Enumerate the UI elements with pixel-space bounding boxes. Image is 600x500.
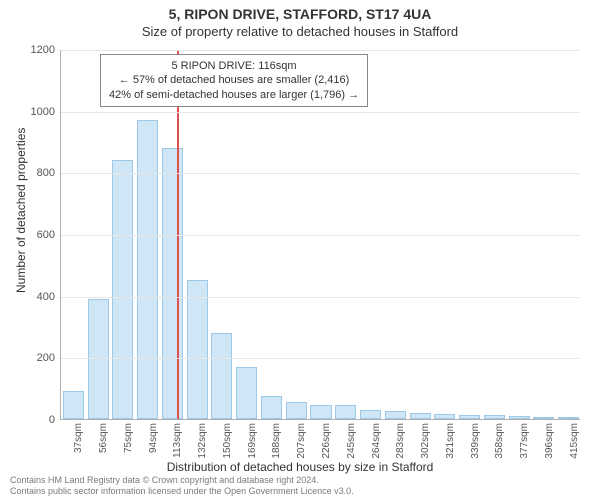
footnote: Contains HM Land Registry data © Crown c… (10, 475, 354, 497)
y-tick-label: 800 (15, 167, 61, 179)
x-tick-label: 321sqm (445, 423, 456, 459)
y-tick-label: 0 (15, 414, 61, 426)
y-tick-label: 600 (15, 229, 61, 241)
y-axis-label: Number of detached properties (14, 128, 28, 293)
x-tick-label: 415sqm (569, 423, 580, 459)
x-tick-label: 56sqm (98, 423, 109, 453)
histogram-bar (558, 417, 579, 419)
annotation-line-2: ← 57% of detached houses are smaller (2,… (109, 73, 359, 87)
histogram-bar (410, 413, 431, 419)
x-tick-label: 188sqm (271, 423, 282, 459)
grid-line (61, 297, 580, 298)
histogram-bar (509, 416, 530, 419)
y-tick-label: 1200 (15, 44, 61, 56)
grid-line (61, 235, 580, 236)
x-tick-label: 396sqm (544, 423, 555, 459)
histogram-bar (211, 333, 232, 419)
histogram-bar (434, 414, 455, 419)
grid-line (61, 50, 580, 51)
footnote-line-2: Contains public sector information licen… (10, 486, 354, 497)
x-tick-label: 302sqm (420, 423, 431, 459)
x-tick-label: 113sqm (172, 423, 183, 458)
chart-title-main: 5, RIPON DRIVE, STAFFORD, ST17 4UA (0, 6, 600, 22)
annotation-line-3: 42% of semi-detached houses are larger (… (109, 88, 359, 102)
x-tick-label: 169sqm (247, 423, 258, 459)
annotation-line-1: 5 RIPON DRIVE: 116sqm (109, 59, 359, 73)
x-tick-label: 75sqm (123, 423, 134, 453)
histogram-bar (261, 396, 282, 419)
x-tick-label: 264sqm (371, 423, 382, 459)
x-tick-label: 150sqm (222, 423, 233, 459)
x-tick-label: 37sqm (73, 423, 84, 453)
x-tick-label: 207sqm (296, 423, 307, 459)
annotation-box: 5 RIPON DRIVE: 116sqm ← 57% of detached … (100, 54, 368, 107)
histogram-bar (162, 148, 183, 419)
histogram-bar (187, 280, 208, 419)
chart-container: 5, RIPON DRIVE, STAFFORD, ST17 4UA Size … (0, 0, 600, 500)
x-tick-label: 245sqm (346, 423, 357, 459)
histogram-bar (236, 367, 257, 419)
histogram-bar (459, 415, 480, 419)
y-tick-label: 200 (15, 352, 61, 364)
histogram-bar (533, 417, 554, 419)
grid-line (61, 173, 580, 174)
grid-line (61, 112, 580, 113)
chart-title-sub: Size of property relative to detached ho… (0, 24, 600, 39)
x-tick-label: 94sqm (148, 423, 159, 453)
x-tick-label: 132sqm (197, 423, 208, 459)
histogram-bar (385, 411, 406, 419)
x-tick-label: 226sqm (321, 423, 332, 459)
x-tick-label: 358sqm (494, 423, 505, 459)
histogram-bar (484, 415, 505, 419)
histogram-bar (310, 405, 331, 419)
histogram-bar (112, 160, 133, 419)
footnote-line-1: Contains HM Land Registry data © Crown c… (10, 475, 354, 486)
x-axis-label: Distribution of detached houses by size … (0, 460, 600, 474)
grid-line (61, 358, 580, 359)
x-tick-label: 339sqm (470, 423, 481, 459)
y-tick-label: 400 (15, 291, 61, 303)
y-tick-label: 1000 (15, 106, 61, 118)
histogram-bar (286, 402, 307, 419)
histogram-bar (63, 391, 84, 419)
histogram-bar (360, 410, 381, 419)
histogram-bar (335, 405, 356, 419)
x-tick-label: 377sqm (519, 423, 530, 459)
histogram-bar (137, 120, 158, 419)
x-tick-label: 283sqm (395, 423, 406, 459)
